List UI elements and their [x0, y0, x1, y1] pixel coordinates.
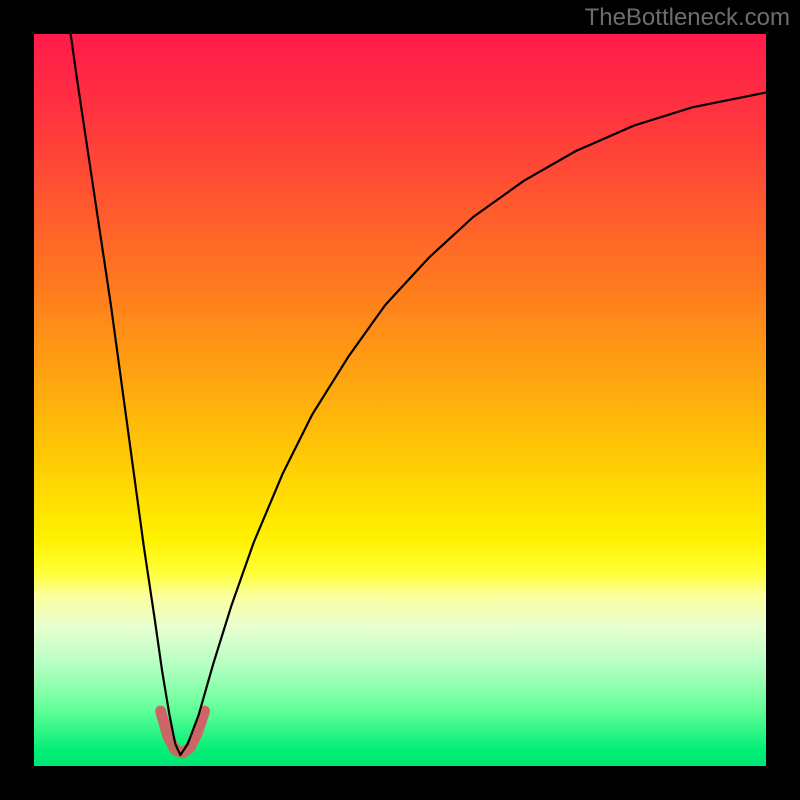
plot-background-gradient [34, 34, 766, 766]
chart-container: TheBottleneck.com [0, 0, 800, 800]
bottleneck-chart [0, 0, 800, 800]
